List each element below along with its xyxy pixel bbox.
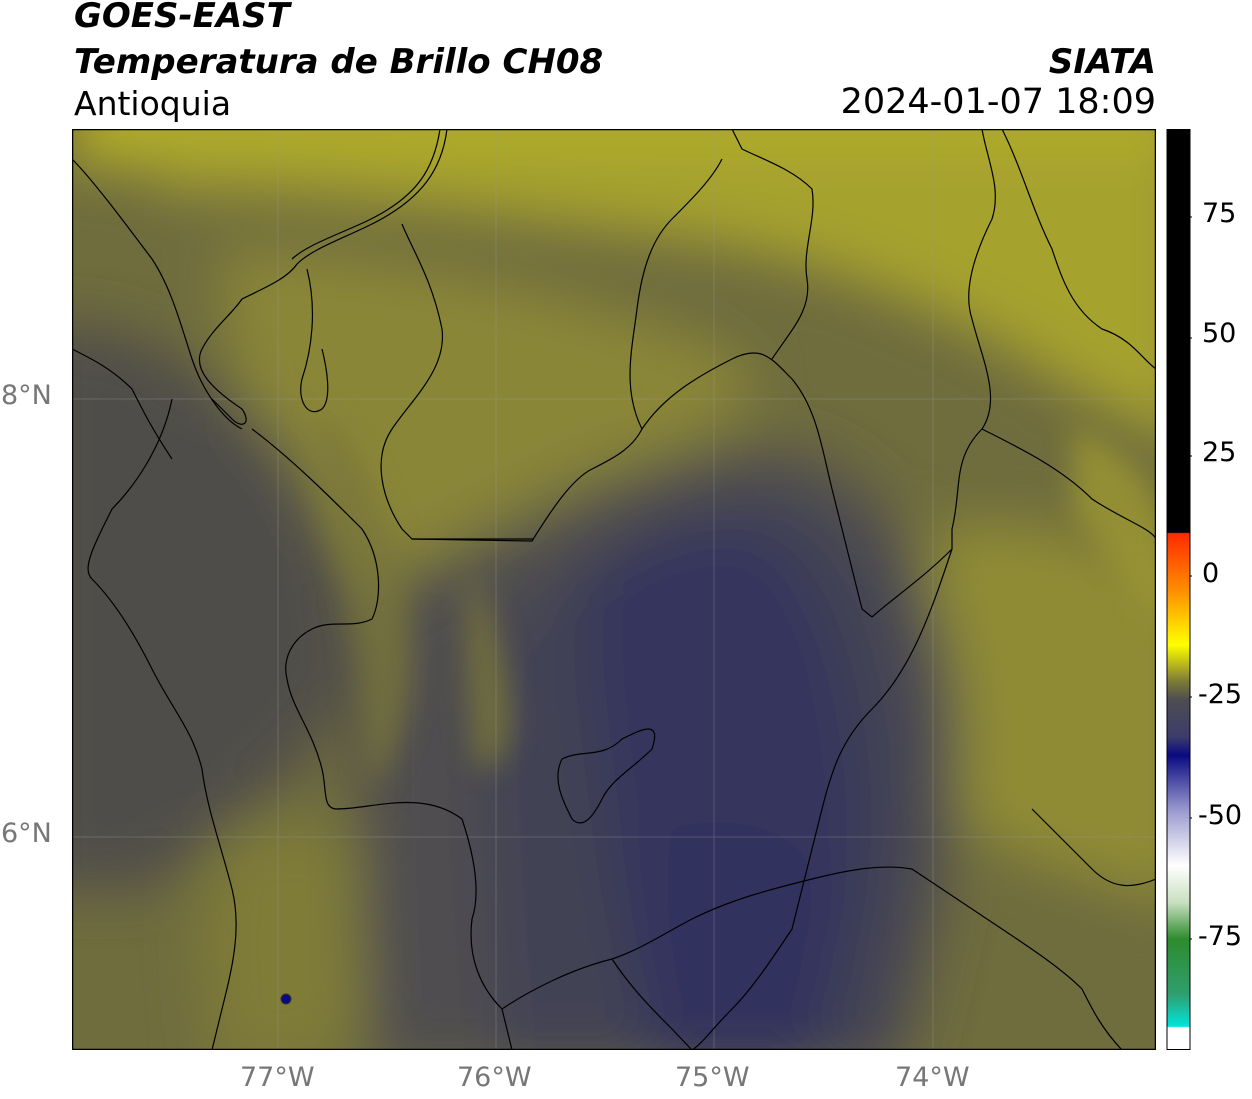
colorbar-label-50: 50 — [1202, 318, 1237, 349]
border-norte-santander — [1031, 808, 1156, 887]
coastline-uraba — [198, 129, 448, 425]
yellow-region-southwest — [202, 821, 404, 1050]
coastline-uraba-inner — [291, 129, 441, 260]
border-antioquia-cordoba — [380, 223, 534, 540]
colorbar-label-75: 75 — [1202, 198, 1237, 229]
colorbar-label-0: 0 — [1202, 558, 1220, 589]
datetime-label: 2024-01-07 18:09 — [840, 82, 1156, 122]
satellite-title: GOES-EAST — [74, 0, 290, 36]
region-label: Antioquia — [74, 84, 232, 123]
colorbar-label-m50: -50 — [1198, 800, 1243, 831]
border-risaralda — [611, 958, 693, 1050]
colorbar-label-m25: -25 — [1198, 679, 1243, 710]
yellow-region-north — [152, 139, 1156, 431]
yellow-region-east — [929, 523, 1156, 899]
colorbar-label-25: 25 — [1202, 437, 1237, 468]
administrative-borders — [72, 129, 1156, 1050]
border-antioquia-choco — [251, 428, 513, 1050]
lon-label-76w: 76°W — [457, 1062, 532, 1093]
coastline-pacific — [72, 158, 243, 430]
graticule — [72, 129, 1156, 1050]
border-boyaca — [911, 868, 1123, 1050]
border-caldas — [501, 866, 913, 1010]
olive-streak-b — [466, 569, 512, 771]
colorbar-ticks — [1190, 216, 1192, 940]
colorbar-label-m75: -75 — [1198, 921, 1243, 952]
border-cordoba-east — [411, 352, 873, 618]
border-bolivar-santander — [871, 129, 996, 618]
map-frame — [72, 129, 1156, 1050]
lon-label-75w: 75°W — [675, 1062, 750, 1093]
temperature-map — [72, 129, 1156, 1050]
colorbar — [1166, 129, 1192, 1050]
agency-label: SIATA — [1048, 42, 1156, 82]
lat-label-6n: 6°N — [1, 818, 52, 849]
product-title: Temperatura de Brillo CH08 — [74, 42, 604, 82]
municipal-enclave — [557, 728, 656, 824]
border-santander-east — [981, 428, 1156, 540]
border-panama-choco — [72, 348, 173, 460]
lat-label-8n: 8°N — [1, 380, 52, 411]
lon-label-77w: 77°W — [240, 1062, 315, 1093]
coastline-west — [87, 398, 237, 1050]
cold-spot-marker — [280, 993, 292, 1005]
border-magdalena-river — [691, 548, 953, 1050]
coastline-gulf — [300, 268, 329, 413]
olive-streak-a — [318, 409, 413, 789]
gray-region-west — [72, 324, 354, 889]
olive-streak-c — [1072, 429, 1156, 616]
lon-label-74w: 74°W — [895, 1062, 970, 1093]
border-sucre — [629, 158, 723, 430]
border-cesar — [1001, 129, 1156, 370]
cold-core-south — [657, 821, 841, 1050]
colorbar-fill — [1166, 129, 1191, 1050]
border-bolivar — [731, 129, 814, 360]
